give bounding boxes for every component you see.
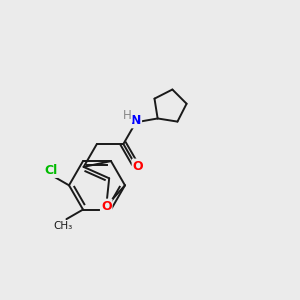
Text: CH₃: CH₃ bbox=[53, 220, 73, 231]
Text: N: N bbox=[131, 114, 141, 127]
Text: H: H bbox=[123, 109, 132, 122]
Text: O: O bbox=[133, 160, 143, 172]
Text: Cl: Cl bbox=[44, 164, 58, 177]
Text: O: O bbox=[101, 200, 112, 213]
